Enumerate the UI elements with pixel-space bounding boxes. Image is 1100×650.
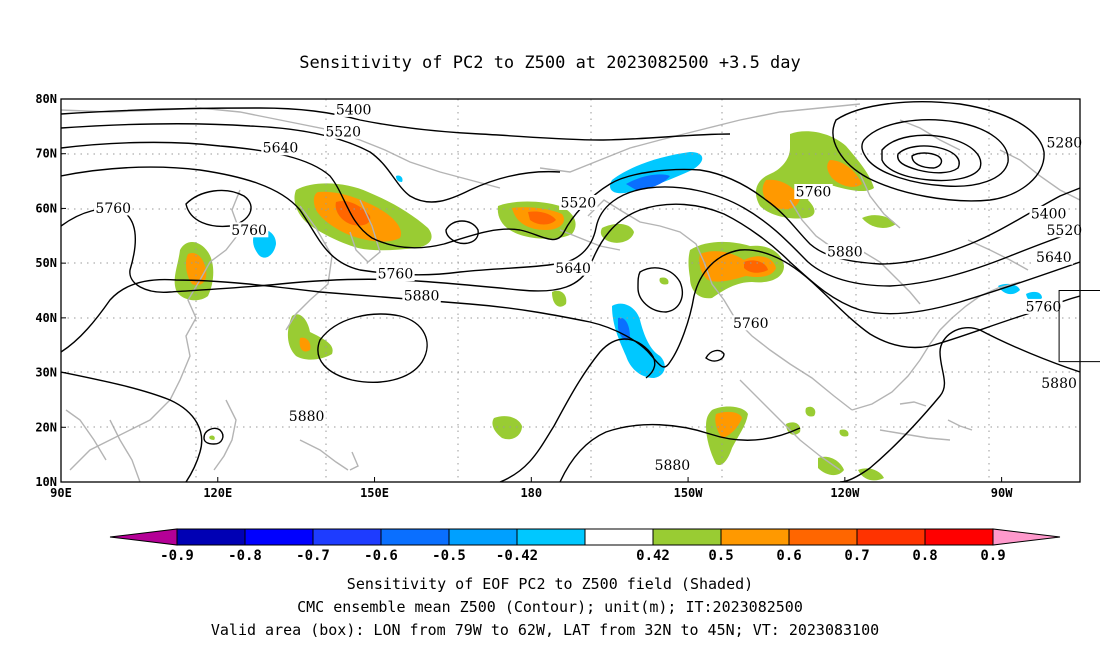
lon-tick-label: 90W: [991, 486, 1013, 500]
contour-label-bg: [653, 457, 692, 473]
contour-label: 5520: [1047, 223, 1083, 239]
colorbar-under-arrow: [109, 528, 178, 546]
contour-label-bg: [376, 266, 415, 282]
contour-label-bg: [402, 287, 441, 303]
colorbar-segment: [516, 528, 586, 546]
contour-label: 5280: [1047, 135, 1083, 151]
lon-tick-label: 150E: [360, 486, 389, 500]
contour-label-bg: [553, 260, 593, 276]
colorbar-segment: [584, 528, 654, 546]
colorbar-label: -0.7: [296, 548, 330, 564]
contour-label-bg: [334, 101, 373, 117]
colorbar-segment: [176, 528, 246, 546]
contour-labels: 5400552056405760576052805520576058805400…: [94, 101, 1084, 474]
contour-label-bg: [731, 315, 770, 331]
lat-tick-label: 10N: [35, 475, 57, 489]
caption-line-1: Sensitivity of EOF PC2 to Z500 field (Sh…: [347, 575, 753, 593]
colorbar-label: 0.5: [708, 548, 733, 564]
colorbar-segment: [448, 528, 518, 546]
contour-label: 5880: [404, 288, 440, 304]
contour-label: 5880: [655, 458, 691, 474]
colorbar-label: -0.8: [228, 548, 262, 564]
contour-label: 5880: [1041, 376, 1077, 392]
map-title: Sensitivity of PC2 to Z500 at 2023082500…: [299, 53, 801, 73]
contour-label: 5400: [1031, 206, 1067, 222]
contour-label: 5640: [1036, 250, 1072, 266]
colorbar-label: -0.9: [160, 548, 194, 564]
colorbar: -0.9 -0.8 -0.7 -0.6 -0.5 -0.42 0.42 0.5 0.6 0.7 0.…: [109, 528, 1061, 564]
contour-label: 5760: [796, 185, 832, 201]
contour-label: 5760: [95, 201, 131, 217]
lat-tick-label: 70N: [35, 147, 57, 161]
contour-label: 5640: [263, 141, 299, 157]
contour-label-bg: [1039, 375, 1079, 391]
contour-label: 5760: [1026, 299, 1062, 315]
contour-label: 5760: [231, 223, 267, 239]
coastlines: [61, 103, 1080, 482]
contour-label-bg: [229, 222, 269, 238]
lon-tick-label: 90E: [50, 486, 72, 500]
colorbar-label: -0.6: [364, 548, 398, 564]
lon-tick-label: 120E: [203, 486, 232, 500]
lon-tick-label: 150W: [674, 486, 704, 500]
contour-label-bg: [1029, 205, 1068, 221]
z500-contours: [61, 101, 1080, 482]
colorbar-segment: [924, 528, 994, 546]
contour-label-bg: [287, 408, 326, 424]
colorbar-segment: [380, 528, 450, 546]
contour-label: 5520: [561, 195, 597, 211]
colorbar-segment: [312, 528, 382, 546]
colorbar-segment: [856, 528, 926, 546]
colorbar-label: 0.8: [912, 548, 937, 564]
lon-tick-label: 180: [520, 486, 542, 500]
contour-label: 5880: [827, 245, 863, 261]
caption-line-2: CMC ensemble mean Z500 (Contour); unit(m…: [297, 598, 803, 616]
contour-label-bg: [1024, 298, 1063, 314]
colorbar-label: -0.42: [496, 548, 538, 564]
contour-label: 5760: [378, 267, 414, 283]
longitude-axis-labels: 90E120E150E180150W120W90W60W: [50, 477, 1013, 500]
contour-label: 5760: [733, 316, 769, 332]
lon-tick-label: 120W: [830, 486, 860, 500]
map-frame: [60, 98, 1081, 483]
sensitivity-shading: [174, 131, 1042, 481]
lat-tick-label: 60N: [35, 201, 57, 215]
contour-label-bg: [94, 200, 133, 216]
map-plot-area: 5400552056405760576052805520576058805400…: [35, 92, 1100, 500]
lat-tick-label: 40N: [35, 311, 57, 325]
colorbar-label: 0.42: [636, 548, 670, 564]
contour-label: 5640: [555, 261, 591, 277]
contour-label: 5520: [325, 124, 361, 140]
colorbar-segment: [788, 528, 858, 546]
contour-label-bg: [1034, 249, 1074, 265]
colorbar-segment: [720, 528, 790, 546]
contour-label: 5880: [289, 409, 325, 425]
contour-label: 5400: [336, 102, 372, 118]
lat-tick-label: 80N: [35, 92, 57, 106]
lat-tick-label: 20N: [35, 420, 57, 434]
lat-tick-label: 30N: [35, 366, 57, 380]
lat-tick-label: 50N: [35, 256, 57, 270]
contour-label-bg: [1045, 222, 1084, 238]
contour-label-bg: [559, 194, 598, 210]
latitude-axis-labels: 80N 70N 60N 50N 40N 30N 20N 10N: [35, 92, 66, 489]
valid-area-box: [1058, 290, 1100, 363]
colorbar-segment: [652, 528, 722, 546]
colorbar-over-arrow: [992, 528, 1061, 546]
colorbar-label: -0.5: [432, 548, 466, 564]
contour-label-bg: [261, 140, 300, 156]
contour-label-bg: [323, 123, 363, 139]
colorbar-label: 0.7: [844, 548, 869, 564]
graticule: [61, 99, 1080, 482]
colorbar-segment: [244, 528, 314, 546]
colorbar-label: 0.9: [980, 548, 1005, 564]
contour-label-bg: [825, 244, 865, 260]
caption-line-3: Valid area (box): LON from 79W to 62W, L…: [211, 621, 879, 639]
contour-label-bg: [1045, 134, 1084, 150]
contour-label-bg: [794, 184, 833, 200]
colorbar-label: 0.6: [776, 548, 801, 564]
